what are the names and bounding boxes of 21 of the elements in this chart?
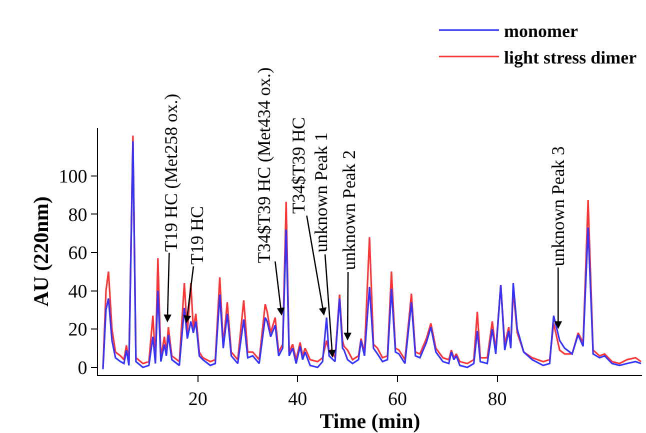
annotation: T19 HC bbox=[187, 206, 208, 265]
y-tick-label: 80 bbox=[68, 204, 88, 226]
x-axis-title: Time (min) bbox=[320, 409, 420, 433]
annotation: unknown Peak 2 bbox=[339, 150, 360, 270]
annotation: T34$T39 HC bbox=[288, 117, 308, 214]
x-tick-label: 60 bbox=[388, 388, 407, 410]
annotation: unknown Peak 3 bbox=[548, 146, 568, 266]
x-tick-label: 20 bbox=[188, 388, 208, 410]
legend-label: light stress dimer bbox=[504, 48, 637, 68]
y-tick-label: 0 bbox=[78, 358, 88, 379]
y-tick-label: 40 bbox=[68, 281, 88, 302]
y-axis-title: AU (220nm) bbox=[28, 196, 53, 307]
x-tick-label: 80 bbox=[488, 388, 507, 410]
annotation: T34$T39 HC (Met434 ox.) bbox=[254, 67, 274, 264]
annotation: T19 HC (Met258 ox.) bbox=[161, 94, 182, 252]
y-tick-label: 20 bbox=[68, 320, 88, 341]
legend-label: monomer bbox=[504, 21, 578, 42]
annotation: unknown Peak 1 bbox=[310, 132, 331, 252]
x-tick-label: 40 bbox=[288, 388, 308, 410]
y-tick-label: 60 bbox=[68, 243, 88, 264]
y-tick-label: 100 bbox=[58, 166, 88, 188]
